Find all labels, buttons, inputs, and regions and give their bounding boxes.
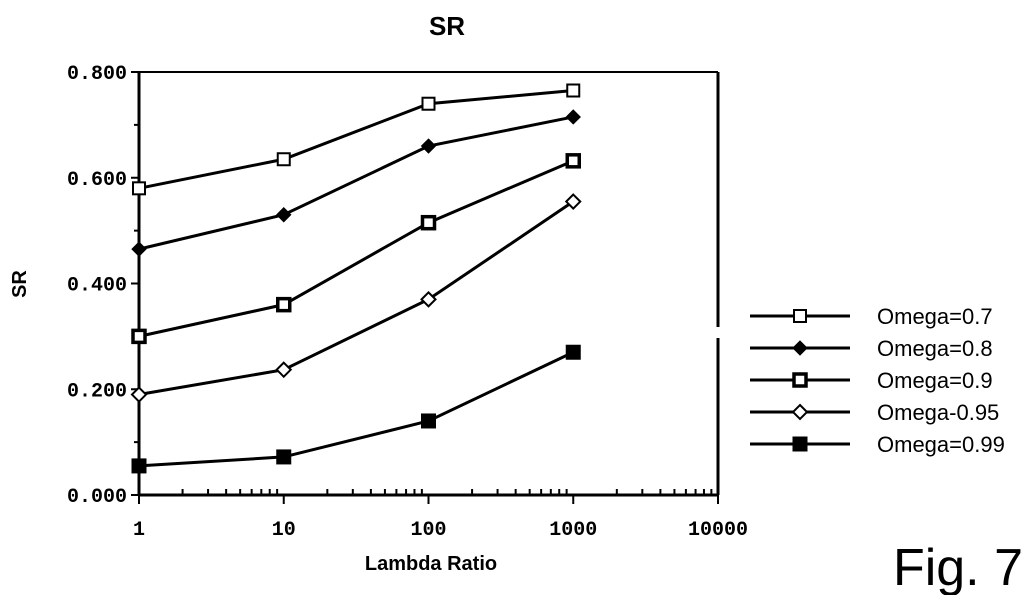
x-tick-label: 10000 [688,519,748,542]
data-point [792,340,808,356]
data-point [131,328,147,345]
data-point [130,386,148,403]
y-axis-ticks: 0.000 0.200 0.400 0.600 0.800 [67,63,139,509]
y-tick-label: 0.000 [67,486,127,509]
x-tick-label: 10 [272,519,296,542]
legend-item: Omega-0.95 [750,400,999,425]
y-tick-label: 0.400 [67,275,127,298]
data-point [420,290,437,308]
series-line [138,350,574,468]
data-point [792,436,808,452]
data-point [276,152,291,167]
legend-label: Omega=0.7 [877,304,993,329]
x-tick-label: 1 [133,519,145,542]
series-3 [131,153,581,345]
data-point [421,96,436,111]
legend-label: Omega-0.95 [877,400,999,425]
y-tick-label: 0.200 [67,380,127,403]
data-point [131,241,147,257]
data-point [565,153,581,169]
series-2 [131,109,581,257]
data-point [420,138,437,154]
data-point [792,372,808,388]
legend-label: Omega=0.99 [877,432,1005,457]
series-line [138,89,574,190]
data-point [565,109,581,125]
data-point [420,214,437,231]
data-point [131,458,147,474]
x-axis-title: Lambda Ratio [365,553,497,575]
series-layer [130,83,582,474]
legend-item: Omega=0.8 [750,336,993,361]
data-point [791,403,809,421]
legend-item: Omega=0.9 [750,368,993,393]
y-tick-label: 0.800 [67,63,127,86]
plot-frame [137,71,720,497]
legend-label: Omega=0.8 [877,336,993,361]
data-point [276,207,292,223]
legend: Omega=0.7 Omega=0.8 Omega=0.9 Omega-0.95 Ome… [750,304,1005,457]
series-line [138,200,575,397]
data-point [564,193,582,210]
x-tick-label: 1000 [549,519,597,542]
data-point [793,309,807,323]
figure-label: Fig. 7 [893,539,1023,595]
y-tick-label: 0.600 [67,169,127,192]
chart-title: SR [429,11,465,41]
series-5 [131,344,581,474]
data-point [276,296,292,313]
data-point [275,361,293,379]
legend-item: Omega=0.7 [750,304,993,329]
legend-item: Omega=0.99 [750,432,1005,457]
y-axis-title: SR [9,270,31,298]
series-1 [132,83,581,196]
series-4 [130,193,582,403]
series-line [138,115,574,251]
data-point [132,181,146,196]
data-point [276,449,292,465]
x-axis-ticks: 1 10 100 1000 10000 [133,489,748,542]
data-point [565,344,581,360]
series-line [138,159,574,338]
data-point [566,83,581,98]
legend-label: Omega=0.9 [877,368,993,393]
x-tick-label: 100 [410,519,446,542]
data-point [421,413,436,429]
